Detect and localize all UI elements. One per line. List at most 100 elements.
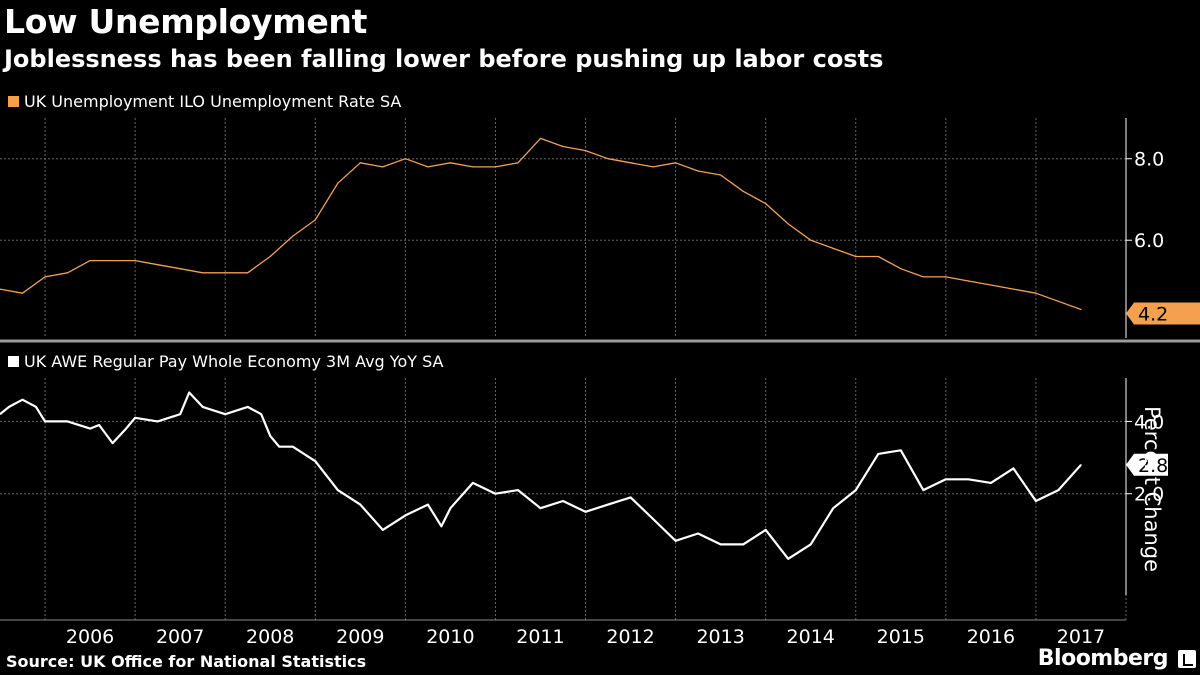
data-point	[810, 543, 812, 546]
data-point	[8, 406, 10, 408]
ytick-label: 2.0	[1134, 484, 1164, 506]
data-point	[742, 543, 744, 546]
data-point	[517, 489, 519, 491]
data-point	[584, 150, 587, 152]
bloomberg-logo: Bloomberg	[1037, 646, 1169, 671]
x-tick-label: 2016	[967, 626, 1015, 648]
data-point	[900, 449, 902, 451]
data-point	[224, 413, 226, 415]
data-point	[427, 504, 429, 506]
data-point	[720, 174, 722, 176]
data-point	[1080, 308, 1082, 311]
data-point	[449, 507, 451, 509]
bloomberg-terminal-icon	[1178, 650, 1196, 668]
data-point	[21, 399, 24, 401]
data-point	[697, 170, 699, 172]
data-point	[224, 272, 226, 274]
data-point	[494, 166, 496, 168]
data-point	[539, 507, 542, 509]
source-note: Source: UK Office for National Statistic…	[6, 652, 367, 671]
data-point	[337, 489, 339, 491]
data-point	[157, 420, 159, 422]
data-point	[1012, 288, 1015, 290]
data-point	[44, 420, 46, 422]
y-axis-label-text: Percent Change	[1140, 405, 1164, 573]
data-point	[202, 406, 204, 408]
data-point	[292, 446, 294, 448]
last-value-label-0: 4.2	[1138, 304, 1168, 326]
data-point	[359, 162, 361, 164]
series-line-0	[0, 137, 1082, 311]
last-value-flag-0	[1126, 302, 1200, 325]
data-point	[67, 420, 69, 422]
data-point	[382, 166, 384, 168]
legend-swatch-unemployment	[8, 96, 19, 107]
ytick-label: 6.0	[1134, 230, 1164, 252]
data-point	[314, 460, 316, 462]
data-point	[112, 260, 114, 262]
data-point	[260, 413, 262, 415]
gridlines	[0, 118, 1127, 620]
y-axis-label: Percent Change	[1132, 394, 1172, 584]
data-point	[314, 219, 316, 221]
data-point	[765, 529, 767, 531]
data-point	[0, 413, 1, 415]
data-point	[855, 489, 857, 491]
data-point	[112, 442, 114, 444]
data-point	[539, 137, 542, 139]
legend-label-unemployment: UK Unemployment ILO Unemployment Rate SA	[24, 92, 402, 111]
data-point	[765, 203, 767, 205]
x-tick-label: 2014	[787, 626, 835, 648]
x-tick-label: 2006	[66, 626, 114, 648]
data-point	[922, 489, 924, 491]
data-point	[652, 518, 654, 520]
data-point	[990, 284, 992, 286]
x-tick-label: 2017	[1057, 626, 1105, 648]
data-point	[179, 268, 181, 270]
x-tick-label: 2013	[696, 626, 744, 648]
data-point	[359, 504, 361, 506]
data-point	[472, 482, 474, 484]
data-point	[900, 268, 902, 270]
x-tick-label: 2008	[246, 626, 294, 648]
data-point	[404, 158, 406, 160]
data-point	[157, 264, 159, 266]
data-point	[202, 272, 204, 274]
x-tick-label: 2011	[516, 626, 564, 648]
data-point	[967, 478, 970, 480]
data-point	[945, 478, 947, 480]
data-point	[675, 540, 677, 542]
data-point	[179, 413, 181, 415]
data-point	[517, 162, 519, 164]
data-point	[945, 276, 947, 278]
data-point	[832, 247, 834, 249]
data-point	[630, 162, 632, 164]
legend-swatch-wages	[8, 356, 19, 367]
data-point	[44, 276, 46, 278]
data-point	[89, 260, 91, 262]
data-point	[787, 558, 789, 560]
data-point	[675, 162, 677, 164]
data-point	[67, 272, 69, 274]
data-point	[810, 239, 812, 241]
data-point	[472, 166, 474, 168]
data-point	[855, 255, 857, 258]
data-point	[1080, 464, 1082, 466]
data-point	[1057, 300, 1059, 302]
data-point	[742, 190, 744, 192]
data-point	[584, 511, 587, 513]
data-point	[134, 260, 136, 262]
data-point	[269, 435, 271, 437]
data-point	[247, 272, 249, 274]
x-tick-label: 2012	[606, 626, 654, 648]
data-point	[98, 424, 100, 426]
legend-label-wages: UK AWE Regular Pay Whole Economy 3M Avg …	[24, 352, 444, 371]
last-value-label-1: 2.8	[1138, 455, 1168, 477]
data-point	[832, 507, 834, 509]
data-point	[35, 406, 37, 408]
data-point	[967, 280, 970, 282]
data-point	[1012, 467, 1015, 469]
data-point	[125, 428, 127, 430]
x-tick-label: 2009	[336, 626, 384, 648]
